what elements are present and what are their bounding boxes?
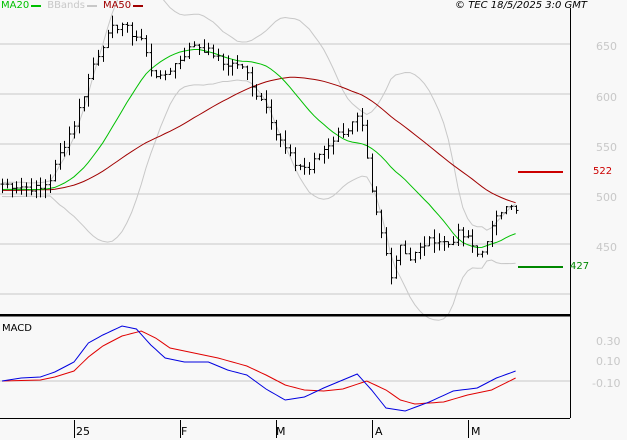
legend-bbands-swatch	[86, 4, 97, 7]
legend-bbands: BBands	[47, 0, 97, 11]
ma20-line	[1, 49, 516, 249]
macd-tick-label: 0.30	[596, 335, 621, 348]
legend-ma50: MA50	[102, 0, 144, 11]
x-tick-label: 25	[76, 425, 90, 438]
x-tick-label: M	[471, 425, 481, 438]
x-tick-label: M	[276, 425, 286, 438]
legend-ma50-swatch	[133, 4, 144, 7]
macd-signal-line	[1, 330, 516, 405]
marker-label-ma50: 522	[593, 166, 613, 177]
bband-upper-line	[1, 0, 516, 231]
legend-ma20-label: MA20	[1, 0, 30, 11]
legend-ma50-label: MA50	[102, 0, 132, 11]
legend-ma20: MA20	[1, 0, 42, 11]
macd-title: MACD	[2, 323, 32, 334]
y-tick-label: 600	[596, 91, 617, 104]
copyright: © TEC 18/5/2025 3:0 GMT	[455, 0, 587, 11]
x-tick-label: A	[375, 425, 383, 438]
ma50-line	[2, 76, 516, 204]
macd-tick-label: -0.10	[592, 377, 621, 390]
legend-bbands-label: BBands	[47, 0, 85, 11]
y-tick-label: 500	[596, 191, 617, 204]
legend: MA20 BBands MA50	[1, 0, 144, 11]
y-tick-label: 550	[596, 141, 617, 154]
panel-divider	[0, 314, 570, 317]
y-tick-label: 650	[596, 40, 617, 53]
bband-lower-line	[1, 79, 516, 321]
macd-tick-label: 0.10	[596, 355, 621, 368]
y-tick-label: 450	[596, 241, 617, 254]
marker-label-lower-band: 427	[570, 261, 590, 272]
macd-line	[1, 325, 516, 412]
legend-ma20-swatch	[31, 4, 42, 7]
x-tick-label: F	[181, 425, 188, 438]
